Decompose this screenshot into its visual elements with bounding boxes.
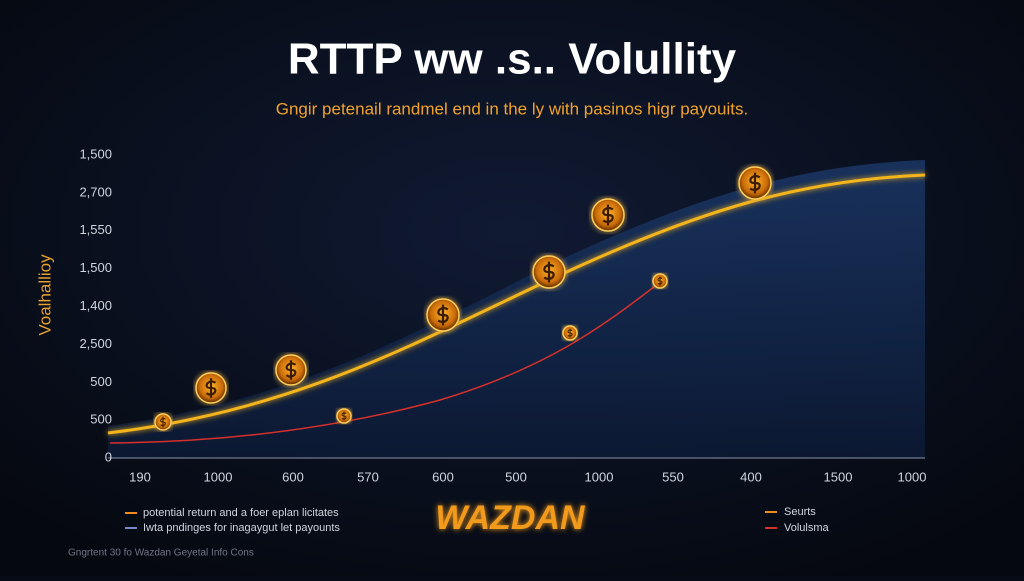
- x-tick-label: 600: [282, 469, 304, 484]
- x-tick-label: 570: [357, 469, 379, 484]
- coin-symbol: [749, 172, 761, 194]
- coin-symbol: [341, 411, 347, 421]
- coin-symbol: [657, 276, 663, 286]
- x-tick-label: 550: [662, 469, 684, 484]
- area: [108, 160, 925, 458]
- legend-label: potential return and a foer eplan licita…: [143, 507, 339, 519]
- x-tick-label: 1000: [898, 469, 927, 484]
- coin-symbol: [437, 304, 449, 326]
- coins: [154, 166, 772, 431]
- coin: [532, 255, 566, 289]
- y-ticks: 1,500 2,700 1,550 1,500 1,400 2,500 500 500 0: [79, 146, 112, 464]
- footer: Gngrtent 30 fo Wazdan Geyetal Info Cons: [68, 548, 254, 559]
- y-tick-label: 1,500: [79, 146, 112, 161]
- volatility-line: [109, 281, 661, 444]
- y-tick-label: 1,500: [79, 260, 112, 275]
- legend-label: Volulsma: [784, 522, 830, 534]
- coin: [562, 325, 578, 341]
- coin-symbol: [602, 204, 614, 226]
- legend-label: Iwta pndinges for inagaygut let payounts: [143, 522, 340, 534]
- y-tick-label: 500: [90, 374, 112, 389]
- subtitle: Gngir petenail randmel end in the ly wit…: [276, 99, 749, 118]
- coin: [591, 198, 625, 232]
- coin: [426, 298, 460, 332]
- y-tick-label: 2,500: [79, 336, 112, 351]
- y-tick-label: 1,400: [79, 298, 112, 313]
- coin-symbol: [160, 416, 166, 428]
- y-tick-label: 2,700: [79, 184, 112, 199]
- y-axis-label: Voalhallioy: [35, 254, 54, 336]
- x-tick-label: 1500: [824, 469, 853, 484]
- x-tick-label: 1000: [585, 469, 614, 484]
- coin: [195, 372, 227, 404]
- y-tick-label: 500: [90, 412, 112, 427]
- x-tick-label: 400: [740, 469, 762, 484]
- coin: [738, 166, 772, 200]
- y-tick-label: 0: [105, 450, 112, 465]
- coin-symbol: [567, 328, 573, 338]
- x-tick-label: 600: [432, 469, 454, 484]
- legend-label: Seurts: [784, 506, 816, 518]
- coin-symbol: [205, 378, 217, 398]
- x-tick-label: 1000: [204, 469, 233, 484]
- title: RTTP ww .s.. Volullity: [288, 35, 737, 84]
- coin: [336, 408, 352, 424]
- x-tick-label: 190: [129, 469, 151, 484]
- logo: WAZDAN: [435, 499, 586, 537]
- coin: [154, 413, 172, 431]
- coin: [275, 354, 307, 386]
- coin-symbol: [285, 360, 297, 380]
- coin-symbol: [543, 261, 555, 283]
- coin: [652, 273, 668, 289]
- y-tick-label: 1,550: [79, 222, 112, 237]
- x-ticks: 190 1000 600 570 600 500 1000 550 400 1500 1000: [129, 469, 926, 484]
- x-tick-label: 500: [505, 469, 527, 484]
